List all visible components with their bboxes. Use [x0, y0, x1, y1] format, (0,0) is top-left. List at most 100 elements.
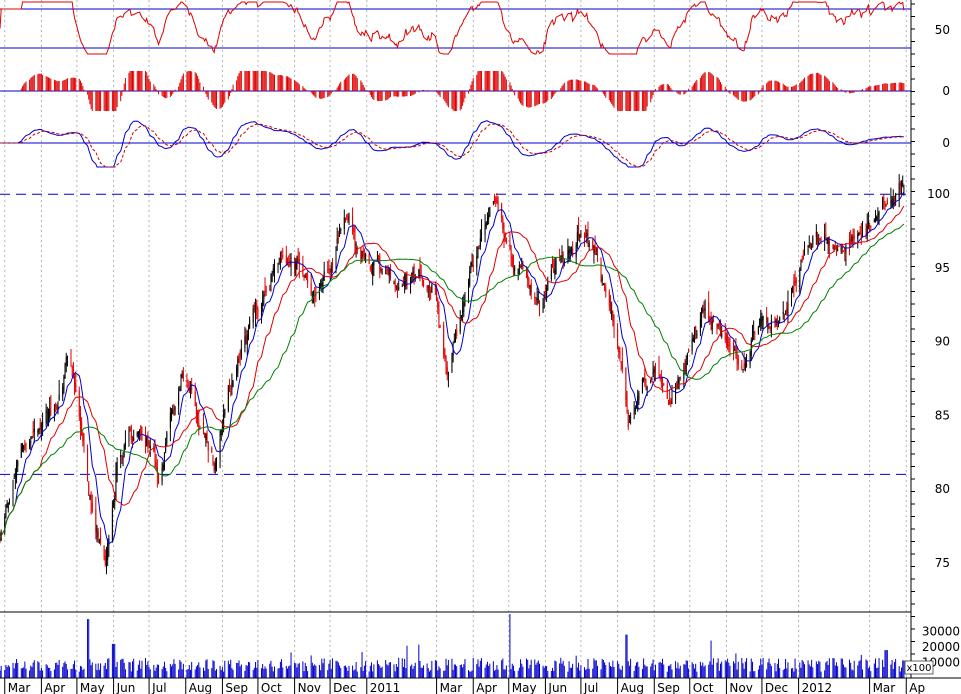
candle-body [314, 294, 316, 298]
candle-body [430, 289, 432, 292]
candle-body [39, 422, 41, 431]
candle-body [98, 539, 100, 541]
candle-body [336, 238, 338, 244]
candle-body [174, 407, 176, 411]
price-tick-label: 80 [935, 482, 950, 496]
candle-body [522, 264, 524, 267]
candle-body [768, 326, 770, 328]
candle-body [262, 300, 264, 307]
candle-body [476, 256, 478, 268]
candle-body [637, 395, 639, 410]
candle-body [405, 273, 407, 287]
candle-body [727, 335, 729, 347]
candle-body [335, 246, 337, 266]
candle-body [444, 349, 446, 358]
candle-body [453, 339, 455, 343]
candle-body [741, 365, 743, 369]
candle-body [825, 233, 827, 237]
candle-body [129, 428, 131, 430]
candle-body [16, 465, 18, 478]
candle-body [678, 380, 680, 383]
candle-body [547, 280, 549, 290]
candle-body [402, 283, 404, 286]
candle-body [181, 374, 183, 378]
candle-body [87, 448, 89, 481]
candle-body [675, 386, 677, 400]
candle-body [428, 285, 430, 293]
candle-body [536, 298, 538, 301]
candle-body [841, 244, 843, 249]
candle-body [729, 348, 731, 350]
candle-body [155, 462, 157, 469]
candle-body [693, 333, 695, 342]
candle-body [529, 287, 531, 289]
candle-body [679, 376, 681, 380]
candle-body [534, 296, 536, 299]
candle-body [45, 409, 47, 424]
candle-body [761, 318, 763, 323]
candle-body [64, 364, 66, 379]
candle-body [736, 351, 738, 359]
candle-body [844, 248, 846, 251]
candle-body [395, 285, 397, 288]
candle-body [685, 360, 687, 375]
candle-body [393, 282, 395, 284]
candle-body [552, 264, 554, 268]
candle-body [246, 334, 248, 345]
candle-body [852, 236, 854, 239]
candle-body [472, 264, 474, 268]
candle-body [445, 355, 447, 370]
candle-body [255, 304, 257, 315]
candle-body [583, 235, 585, 239]
candle-body [65, 357, 67, 366]
candle-body [271, 274, 273, 283]
candle-body [824, 236, 826, 240]
candle-body [845, 244, 847, 254]
candle-body [762, 315, 764, 321]
candle-body [56, 405, 58, 411]
x-tick-label: Jul [583, 681, 598, 694]
candle-body [535, 300, 537, 303]
candle-body [663, 384, 665, 386]
candle-body [799, 268, 801, 290]
candle-body [171, 409, 173, 418]
candle-body [146, 437, 148, 447]
candle-body [452, 347, 454, 356]
candle-body [828, 237, 830, 246]
candle-body [224, 409, 226, 416]
x-tick-label: Ap [909, 681, 925, 694]
candle-body [818, 240, 820, 245]
candle-body [898, 183, 900, 200]
histogram-panel [0, 71, 911, 111]
candle-body [686, 353, 688, 360]
candle-body [356, 248, 358, 252]
candle-body [74, 375, 76, 386]
candle-body [95, 508, 97, 533]
candle-body [381, 269, 383, 271]
candle-body [202, 427, 204, 433]
candle-body [327, 269, 329, 271]
candle-body [505, 239, 507, 244]
candle-body [662, 384, 664, 386]
candle-body [315, 294, 317, 296]
candle-body [886, 199, 888, 205]
candle-body [115, 473, 117, 500]
candle-body [720, 320, 722, 334]
candle-body [617, 329, 619, 347]
candle-body [121, 455, 123, 458]
candle-body [321, 282, 323, 287]
candle-body [683, 369, 685, 379]
candle-body [58, 394, 60, 401]
candle-body [703, 308, 705, 312]
candle-body [187, 384, 189, 387]
candle-body [230, 391, 232, 393]
x-tick-label: Mar [8, 681, 31, 694]
candle-body [238, 354, 240, 358]
candle-body [659, 375, 661, 378]
candle-body [368, 254, 370, 264]
moving-average-line [0, 191, 905, 545]
candle-body [434, 285, 436, 290]
candle-body [701, 307, 703, 318]
candle-body [860, 234, 862, 238]
candle-body [853, 235, 855, 240]
